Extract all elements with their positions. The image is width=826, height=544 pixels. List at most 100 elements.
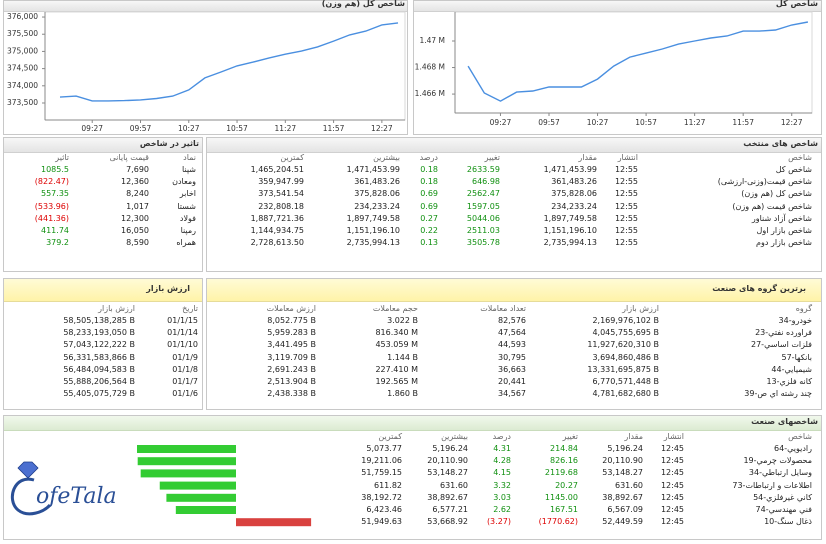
table-cell: 30,795: [498, 352, 526, 362]
table-cell: 34-وسايل ارتباطي: [748, 468, 812, 478]
table-cell: 1,151,196.10: [346, 226, 400, 235]
column-header: کمترین: [280, 153, 304, 162]
table-title: تاثیر در شاخص: [139, 139, 199, 148]
table-cell: 411.74: [41, 226, 69, 235]
table-cell: 379.2: [46, 238, 69, 248]
x-tick-label: 11:27: [275, 124, 297, 133]
table-cell: 234,233.24: [551, 201, 597, 211]
table-cell: 4.15: [493, 468, 511, 478]
table-cell: 12:45: [660, 444, 684, 453]
table-cell: 3,119.709 B: [267, 352, 316, 362]
table-cell: 373,541.54: [258, 189, 304, 199]
table-cell: 192.565 M: [375, 377, 418, 386]
table-cell: 0.18: [420, 165, 438, 174]
table-cell: 34-خودرو: [778, 316, 812, 325]
table-cell: 2,438.338 B: [267, 389, 316, 399]
table-cell: 12,360: [121, 177, 149, 187]
table-cell: 2119.68: [544, 468, 578, 478]
table-cell: 58,233,193,050 B: [63, 328, 135, 338]
panel-header: [4, 416, 821, 431]
table-cell: 631.60: [615, 480, 643, 490]
table-cell: 3.32: [493, 480, 511, 490]
y-tick-label: 376,000: [7, 12, 38, 21]
table-cell: 20.27: [555, 480, 578, 490]
industry-bar: [137, 445, 236, 453]
table-cell: (1770.62): [538, 517, 578, 527]
column-header: ارزش بازار: [98, 304, 135, 313]
table-cell: 12:45: [660, 468, 684, 478]
table-cell: (533.96): [34, 201, 69, 211]
table-cell: 359,947.99: [258, 177, 304, 187]
table-cell: فولاد: [179, 213, 196, 223]
table-cell: 51,949.63: [361, 517, 402, 527]
table-cell: 5044.06: [466, 213, 500, 223]
logo-text: ofeTala: [36, 484, 117, 509]
table-cell: 1,897,749.58: [543, 213, 597, 223]
table-cell: 12:45: [660, 456, 684, 466]
table-cell: 1,471,453.99: [543, 165, 597, 174]
table-cell: شاخص بازار اول: [756, 226, 812, 235]
chart-title: شاخص کل: [775, 0, 818, 8]
table-cell: 12:55: [614, 165, 638, 174]
x-tick-label: 10:57: [226, 124, 248, 133]
table-cell: 38,892.67: [427, 492, 468, 502]
table-cell: 1,897,749.58: [346, 213, 400, 223]
table-cell: 6,577.21: [432, 505, 468, 514]
table-cell: 20,110.90: [427, 456, 468, 466]
y-tick-label: 374,500: [7, 64, 38, 73]
table-cell: 2,169,976,102 B: [592, 316, 659, 325]
table-cell: 375,828.06: [354, 189, 400, 199]
y-tick-label: 375,000: [7, 46, 38, 55]
table-cell: 0.13: [420, 238, 438, 248]
column-header: تغییر: [484, 153, 500, 162]
x-tick-label: 10:27: [178, 124, 200, 133]
table-cell: 82,576: [498, 316, 526, 325]
column-header: شاخص: [788, 153, 812, 162]
table-cell: 39-چند رشته اي ص: [744, 389, 812, 399]
table-cell: 631.60: [440, 480, 468, 490]
table-cell: 13,331,695,875 B: [587, 364, 659, 374]
table-cell: (822.47): [34, 177, 69, 187]
table-cell: 4,781,682,680 B: [592, 389, 659, 399]
column-header: نماد: [183, 153, 196, 162]
table-cell: 54-كاني غيرفلزي: [753, 492, 812, 502]
table-cell: 01/1/15: [167, 316, 198, 325]
panel: [3, 0, 408, 135]
table-cell: شاخص آزاد شناور: [751, 213, 812, 223]
x-tick-label: 10:57: [635, 118, 657, 127]
table-cell: 453.059 M: [375, 340, 418, 350]
table-cell: (3.27): [486, 517, 511, 527]
table-cell: 55,888,206,564 B: [63, 377, 135, 386]
table-cell: 557.35: [41, 189, 69, 199]
column-header: تغییر: [562, 432, 578, 441]
table-cell: 13-كانه فلزي: [766, 377, 812, 386]
x-tick-label: 12:27: [781, 118, 803, 127]
table-cell: 12:55: [614, 226, 638, 235]
column-header: درصد: [419, 153, 438, 162]
table-cell: 56,331,583,866 B: [63, 352, 135, 362]
table-cell: 1597.05: [466, 201, 500, 211]
industry-bar: [140, 469, 236, 478]
table-cell: شاخص بازار دوم: [756, 238, 812, 248]
table-cell: 11,927,620,310 B: [587, 340, 659, 350]
table-cell: 55,405,075,729 B: [63, 389, 135, 399]
table-cell: 16,050: [121, 226, 149, 235]
column-header: کمترین: [378, 432, 402, 441]
table-cell: 8,240: [126, 189, 149, 199]
column-header: مقدار: [624, 432, 643, 441]
column-header: ارزش معاملات: [266, 304, 316, 313]
panel: [3, 278, 203, 410]
table-cell: 12:55: [614, 189, 638, 199]
table-cell: 0.22: [420, 226, 438, 235]
table-cell: 1,017: [126, 201, 149, 211]
table-cell: 34,567: [498, 389, 526, 399]
table-cell: 826.16: [550, 456, 578, 466]
x-tick-label: 12:27: [371, 124, 393, 133]
table-cell: 12:45: [660, 517, 684, 527]
table-cell: 12:55: [614, 238, 638, 248]
table-cell: 2.62: [493, 505, 511, 514]
table-cell: شاخص قیمت (هم وزن): [732, 201, 812, 211]
table-cell: 58,505,138,285 B: [63, 316, 135, 325]
y-tick-label: 1.468 M: [415, 63, 445, 72]
table-cell: 01/1/8: [172, 364, 198, 374]
